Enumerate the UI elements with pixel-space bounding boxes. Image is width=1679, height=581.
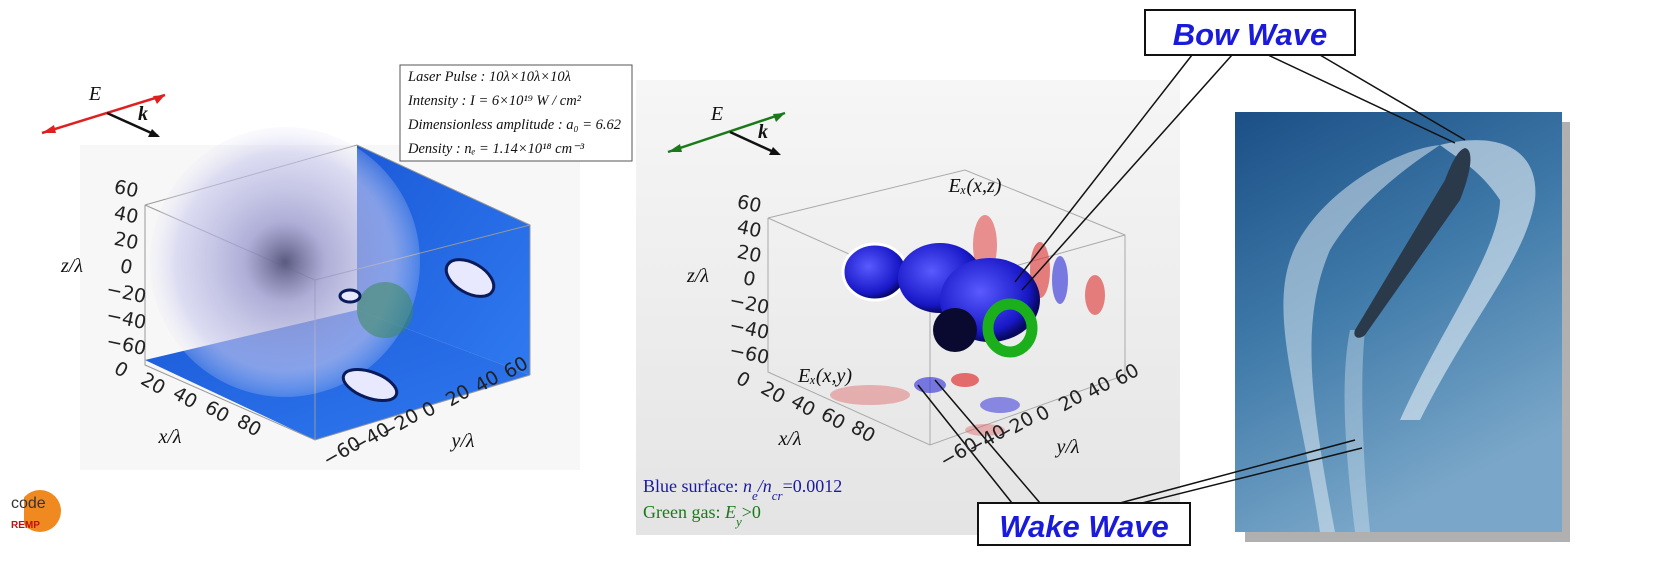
callout-lines (917, 54, 1466, 504)
e-arrow (667, 111, 786, 154)
info-line: Dimensionless amplitude : a₀ = 6.62 (407, 117, 621, 133)
k-arrow (106, 111, 159, 138)
bow-label: Bow Wave (1173, 17, 1327, 52)
legend-part: y (734, 514, 742, 529)
ship-photo (1235, 112, 1570, 542)
legend-part: Green gas: (643, 502, 725, 522)
wake-box (977, 502, 1191, 546)
x-axis-label: x/λ (157, 426, 181, 448)
x-axis-label: x/λ (777, 428, 801, 450)
wake-foam (1283, 140, 1536, 532)
cavity (933, 308, 977, 352)
middle-panel (636, 80, 1180, 535)
legend-line: Blue surface: ne/ncr=0.0012 (643, 476, 842, 503)
e-label: E (88, 83, 101, 105)
z-tick-label: 60 (735, 191, 763, 218)
e-arrow (41, 93, 166, 135)
green-gas (357, 282, 413, 338)
z-axis-label: z/λ (60, 255, 83, 277)
info-line: Density : nₑ = 1.14×10¹⁸ cm⁻³ (407, 141, 585, 157)
field-label: Eₓ(x,y) (797, 365, 852, 387)
logo-bar (10, 490, 24, 532)
arrowhead (42, 125, 56, 133)
ship (1354, 148, 1471, 338)
legend-part: >0 (742, 502, 761, 522)
field-label: Eₓ(x,z) (948, 175, 1002, 197)
wake-label: Wake Wave (999, 509, 1168, 544)
z-tick-label: 20 (735, 241, 763, 268)
ion-cavities (338, 258, 496, 403)
arrowhead (769, 147, 781, 155)
legend-part: n (743, 476, 752, 496)
logo-top: code (11, 495, 46, 512)
legend-part: E (724, 502, 736, 522)
z-tick-label: 60 (112, 176, 140, 203)
logo-disc (19, 490, 61, 532)
z-tick-label: 0 (118, 255, 134, 279)
info-line: Laser Pulse : 10λ×10λ×10λ (407, 69, 571, 85)
legend-line: Green gas: Ey>0 (643, 502, 761, 529)
logo-bottom: REMP (11, 520, 40, 531)
green-gas (982, 298, 1038, 358)
e-label: E (710, 103, 723, 125)
info-line: Intensity : I = 6×10¹⁹ W / cm² (407, 93, 582, 109)
y-axis-label: y/λ (449, 430, 474, 452)
info-box (399, 64, 633, 162)
legend-part: =0.0012 (783, 476, 843, 496)
arrowhead (148, 129, 160, 137)
legend-part: Blue surface: (643, 476, 743, 496)
arrowhead (153, 95, 165, 104)
legend-part: cr (772, 488, 784, 503)
k-label: k (758, 121, 768, 143)
arrowhead (668, 144, 682, 152)
z-axis-label: z/λ (686, 265, 709, 287)
z-tick-label: 0 (741, 267, 757, 291)
bow-box (1144, 9, 1356, 56)
logo: code REMP (10, 490, 61, 532)
left-panel (41, 64, 633, 470)
z-tick-label: 40 (112, 202, 140, 229)
laser-sphere (150, 127, 420, 397)
legend-part: e (752, 488, 758, 503)
legend-part: /n (757, 476, 772, 496)
z-tick-label: 20 (112, 228, 140, 255)
z-tick-label: 40 (735, 216, 763, 243)
k-label: k (138, 103, 148, 125)
electron-shell (841, 242, 909, 302)
y-axis-label: y/λ (1054, 436, 1079, 458)
k-arrow (729, 130, 779, 156)
arrowhead (773, 113, 785, 122)
